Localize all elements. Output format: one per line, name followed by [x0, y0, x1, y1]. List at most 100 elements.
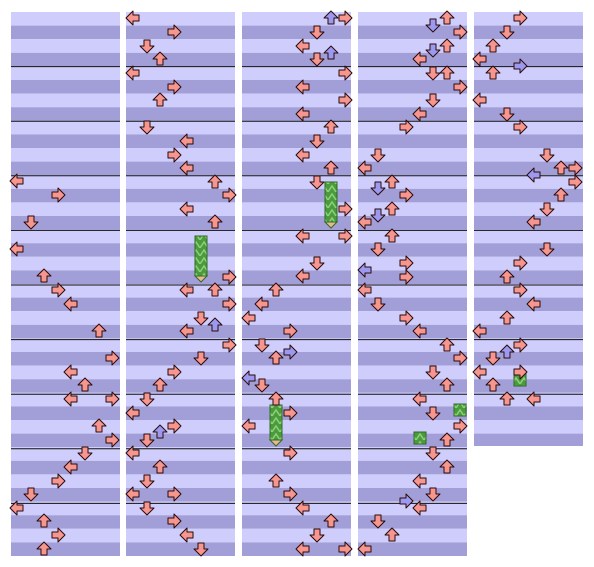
- hold-note: [268, 404, 284, 447]
- step-arrow-right-icon: [338, 228, 353, 244]
- beat-stripe: [11, 406, 120, 420]
- beat-stripe: [474, 256, 583, 271]
- hold-note: [323, 181, 339, 229]
- beat-stripe: [474, 134, 583, 148]
- step-arrow-up-icon: [207, 214, 223, 229]
- step-arrow-right-icon: [167, 24, 182, 40]
- step-arrow-left-icon: [412, 500, 427, 516]
- beat-stripe: [126, 52, 235, 67]
- step-arrow-right-icon: [513, 282, 528, 298]
- beat-stripe: [242, 297, 351, 312]
- beat-stripe: [242, 134, 351, 148]
- beat-stripe: [358, 175, 467, 189]
- step-arrow-down-icon: [193, 542, 209, 557]
- step-arrow-up-icon: [323, 119, 339, 134]
- beat-stripe: [11, 188, 120, 203]
- beat-stripe: [11, 542, 120, 556]
- beat-stripe: [474, 93, 583, 108]
- step-arrow-down-icon: [309, 256, 325, 271]
- step-arrow-up-icon: [36, 268, 52, 283]
- step-arrow-up-icon: [207, 317, 223, 332]
- step-arrow-up-icon: [439, 38, 455, 53]
- step-arrow-right-icon: [453, 418, 468, 434]
- step-arrow-up-icon: [323, 513, 339, 528]
- beat-stripe: [11, 284, 120, 298]
- beat-stripe: [242, 175, 351, 189]
- step-arrow-left-icon: [472, 323, 487, 339]
- beat-stripe: [11, 202, 120, 216]
- beat-stripe: [474, 229, 583, 244]
- beat-stripe: [126, 460, 235, 475]
- beat-stripe: [126, 229, 235, 244]
- step-arrow-left-icon: [526, 391, 541, 407]
- step-arrow-right-icon: [105, 391, 120, 407]
- step-arrow-right-icon: [51, 473, 66, 489]
- beat-stripe: [11, 161, 120, 176]
- beat-stripe: [358, 365, 467, 380]
- beat-stripe: [358, 25, 467, 40]
- hold-tail-marker: [413, 431, 427, 445]
- beat-stripe: [126, 66, 235, 80]
- step-arrow-right-icon: [167, 513, 182, 529]
- step-arrow-right-icon: [399, 255, 414, 271]
- chart-column-2: [126, 12, 235, 556]
- step-arrow-up-icon: [268, 391, 284, 406]
- beat-stripe: [242, 311, 351, 325]
- beat-stripe: [242, 188, 351, 203]
- beat-stripe: [126, 93, 235, 108]
- step-arrow-up-icon: [207, 282, 223, 297]
- beat-stripe: [358, 392, 467, 407]
- step-arrow-up-icon: [323, 10, 339, 25]
- beat-stripe: [11, 488, 120, 502]
- beat-stripe: [358, 80, 467, 94]
- chart-column-3: [242, 12, 351, 556]
- beat-stripe: [126, 392, 235, 407]
- step-arrow-left-icon: [295, 500, 310, 516]
- step-arrow-left-icon: [9, 500, 24, 516]
- beat-stripe: [242, 243, 351, 257]
- step-arrow-left-icon: [241, 310, 256, 326]
- beat-stripe: [11, 93, 120, 108]
- beat-stripe: [242, 120, 351, 135]
- step-arrow-up-icon: [485, 38, 501, 53]
- step-arrow-down-icon: [425, 66, 441, 81]
- step-arrow-up-icon: [77, 377, 93, 392]
- beat-stripe: [474, 202, 583, 216]
- beat-stripe: [126, 120, 235, 135]
- beat-stripe: [11, 311, 120, 325]
- step-arrow-down-icon: [539, 242, 555, 257]
- beat-stripe: [11, 107, 120, 121]
- step-arrow-left-icon: [412, 323, 427, 339]
- beat-stripe: [474, 406, 583, 420]
- step-arrow-right-icon: [283, 486, 298, 502]
- step-arrow-down-icon: [425, 43, 441, 58]
- step-arrow-left-icon: [472, 92, 487, 108]
- step-arrow-left-icon: [63, 296, 78, 312]
- step-arrow-right-icon: [568, 174, 583, 190]
- beat-stripe: [11, 501, 120, 516]
- beat-stripe: [242, 12, 351, 26]
- beat-stripe: [242, 216, 351, 230]
- step-arrow-left-icon: [179, 133, 194, 149]
- beat-stripe: [11, 447, 120, 461]
- step-arrow-left-icon: [125, 405, 140, 421]
- step-arrow-left-icon: [295, 541, 310, 557]
- step-arrow-left-icon: [179, 201, 194, 217]
- step-arrow-right-icon: [167, 486, 182, 502]
- step-arrow-down-icon: [370, 242, 386, 257]
- step-arrow-up-icon: [499, 344, 515, 359]
- step-arrow-up-icon: [268, 350, 284, 365]
- step-arrow-down-icon: [499, 107, 515, 122]
- step-arrow-up-icon: [499, 391, 515, 406]
- beat-stripe: [11, 338, 120, 352]
- step-arrow-down-icon: [309, 134, 325, 149]
- step-arrow-left-icon: [526, 214, 541, 230]
- step-arrow-up-icon: [485, 65, 501, 80]
- step-arrow-down-icon: [139, 120, 155, 135]
- step-arrow-right-icon: [513, 119, 528, 135]
- step-arrow-down-icon: [370, 181, 386, 196]
- beat-stripe: [358, 433, 467, 448]
- beat-stripe: [474, 12, 583, 26]
- beat-stripe: [358, 52, 467, 67]
- step-arrow-down-icon: [254, 338, 270, 353]
